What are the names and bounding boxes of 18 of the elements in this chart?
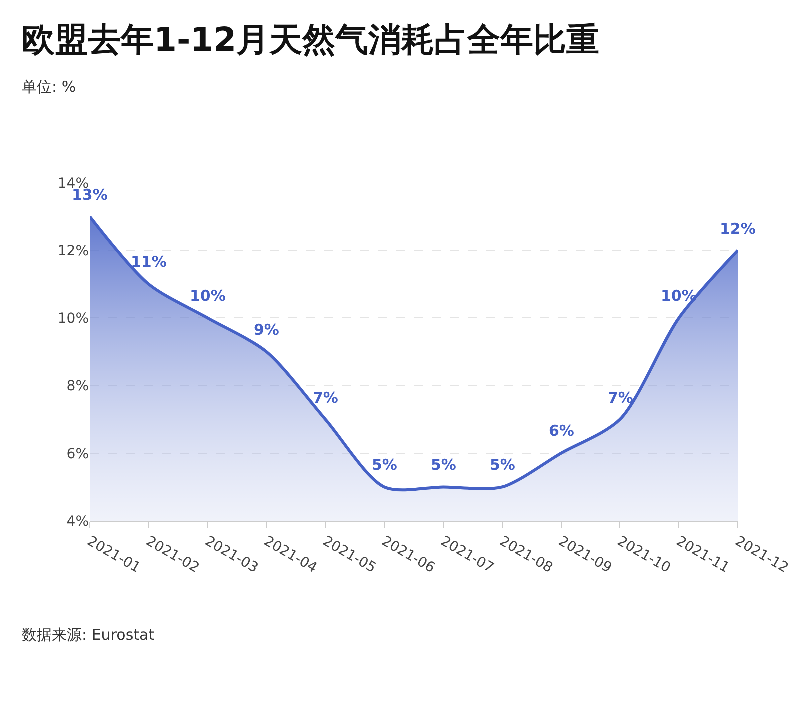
data-label: 6%	[549, 422, 574, 440]
data-label: 10%	[190, 287, 226, 305]
chart-title: 欧盟去年1-12月天然气消耗占全年比重	[22, 19, 600, 61]
data-label: 5%	[490, 456, 516, 474]
data-label: 12%	[720, 220, 756, 238]
data-label: 7%	[313, 389, 338, 407]
data-label: 11%	[131, 253, 167, 271]
y-tick-label: 10%	[58, 311, 89, 328]
y-tick-label: 6%	[66, 446, 89, 462]
source-note: 数据来源: Eurostat	[22, 626, 155, 645]
y-tick-label: 4%	[66, 514, 89, 530]
data-label: 5%	[372, 456, 398, 474]
data-label: 7%	[608, 389, 634, 407]
chart-subtitle: 单位: %	[22, 78, 76, 97]
y-tick-label: 12%	[58, 244, 89, 260]
data-label: 5%	[431, 456, 456, 474]
y-tick-label: 8%	[66, 378, 89, 395]
data-label: 9%	[254, 321, 280, 339]
